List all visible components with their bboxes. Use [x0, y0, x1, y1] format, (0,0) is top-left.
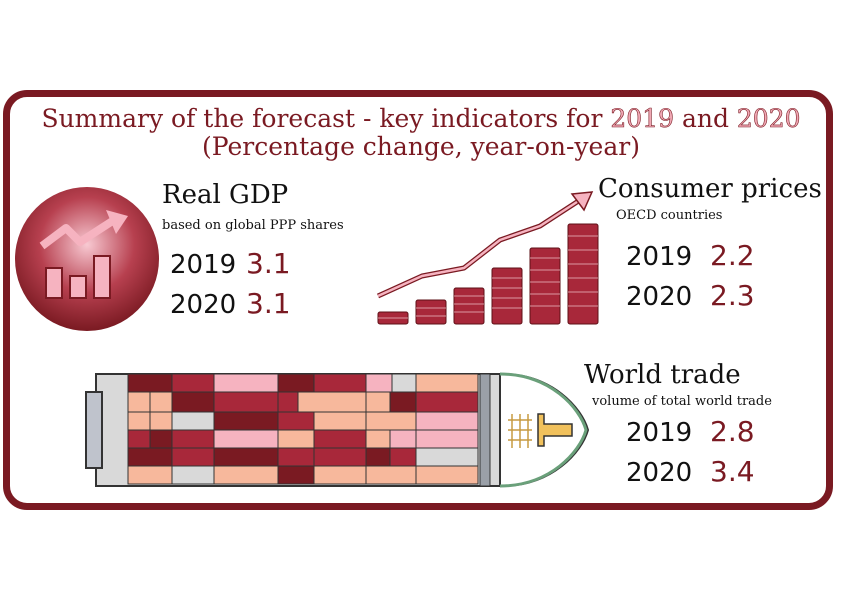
- coin-stacks-icon: [376, 191, 599, 325]
- prices-value-2019: 2.2: [710, 239, 755, 272]
- gdp-year-2020: 2020: [170, 290, 237, 320]
- title-year-2019: 2019: [610, 104, 674, 134]
- trade-year-2020: 2020: [626, 458, 693, 488]
- trade-heading: World trade: [584, 360, 741, 390]
- trade-subtitle: volume of total world trade: [592, 394, 772, 409]
- title-line-2: (Percentage change, year-on-year): [202, 132, 640, 161]
- gdp-heading: Real GDP: [162, 180, 289, 210]
- prices-value-2020: 2.3: [710, 279, 755, 312]
- gdp-value-2019: 3.1: [246, 247, 291, 280]
- gdp-value-2020: 3.1: [246, 287, 291, 320]
- trade-year-2019: 2019: [626, 418, 693, 448]
- title-line-1: Summary of the forecast - key indicators…: [41, 104, 801, 134]
- gdp-subtitle: based on global PPP shares: [162, 218, 344, 233]
- container-ship-icon: [85, 372, 590, 488]
- bar-chart-up-icon: [15, 187, 159, 331]
- prices-heading: Consumer prices: [598, 174, 822, 204]
- prices-year-2020: 2020: [626, 282, 693, 312]
- trade-value-2019: 2.8: [710, 415, 755, 448]
- prices-year-2019: 2019: [626, 242, 693, 272]
- gdp-year-2019: 2019: [170, 250, 237, 280]
- trade-value-2020: 3.4: [710, 455, 755, 488]
- prices-subtitle: OECD countries: [616, 208, 723, 223]
- title-year-2020: 2020: [736, 104, 801, 134]
